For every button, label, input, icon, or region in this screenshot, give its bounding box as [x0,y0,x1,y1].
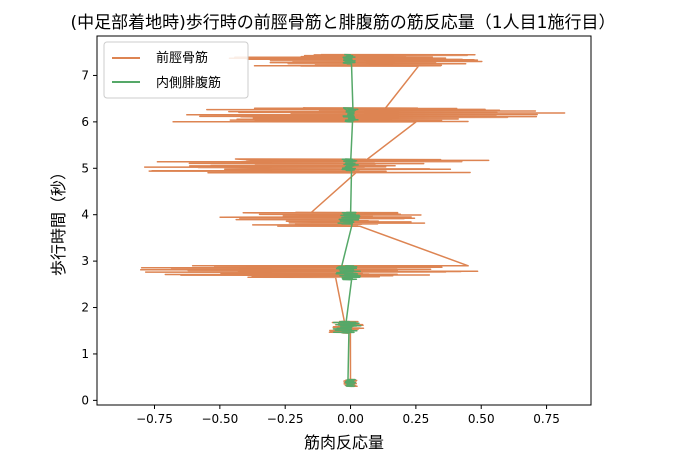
y-tick-label: 6 [81,115,89,129]
y-axis: 0 1 2 3 4 5 6 7 [81,68,97,407]
y-tick-label: 1 [81,347,89,361]
x-axis-label: 筋肉反応量 [304,433,384,452]
series-内側腓腹筋 [332,53,362,388]
legend-frame [103,41,249,99]
series-line-内側腓腹筋 [332,53,362,388]
x-tick-label: −0.75 [136,412,173,426]
x-tick-label: −0.50 [201,412,238,426]
x-tick-label: 0.50 [468,412,495,426]
chart-title: (中足部着地時)歩行時の前脛骨筋と腓腹筋の筋反応量（1人目1施行目） [71,13,616,33]
y-axis-label: 歩行時間（秒） [49,164,68,276]
legend: 前脛骨筋 内側腓腹筋 [103,41,249,99]
y-tick-label: 2 [81,301,89,315]
x-tick-label: 0.25 [403,412,430,426]
y-tick-label: 7 [81,68,89,82]
plot-area [139,53,566,388]
legend-label-前脛骨筋: 前脛骨筋 [156,50,208,66]
series-line-前脛骨筋 [139,53,566,388]
y-tick-label: 0 [81,393,89,407]
x-tick-label: −0.25 [267,412,304,426]
x-axis: −0.75 −0.50 −0.25 0.00 0.25 0.50 0.75 [136,405,560,426]
series-前脛骨筋 [139,53,566,388]
plot-frame [96,35,592,406]
legend-label-内側腓腹筋: 内側腓腹筋 [156,75,221,91]
y-tick-label: 5 [81,161,89,175]
y-tick-label: 3 [81,254,89,268]
x-tick-label: 0.75 [533,412,560,426]
x-tick-label: 0.00 [337,412,364,426]
y-tick-label: 4 [81,208,89,222]
